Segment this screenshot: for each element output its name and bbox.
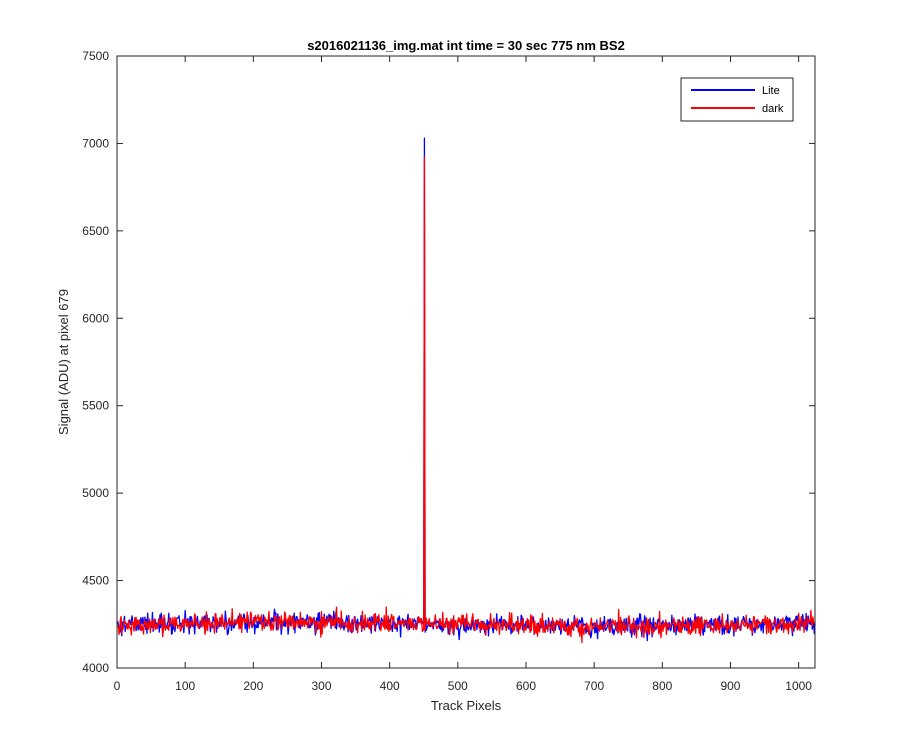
y-tick-label: 6000 — [82, 311, 109, 325]
x-tick-label: 1000 — [785, 679, 812, 693]
y-tick-label: 4000 — [82, 661, 109, 675]
x-tick-label: 900 — [720, 679, 740, 693]
x-tick-label: 500 — [448, 679, 468, 693]
plot-area — [117, 56, 815, 668]
y-tick-label: 6500 — [82, 224, 109, 238]
tick-layer: 0 100 200 300 400 500 600 700 800 900 1000 4000 4500… — [82, 49, 815, 693]
x-tick-label: 700 — [584, 679, 604, 693]
x-tick-label: 600 — [516, 679, 536, 693]
y-axis-label: Signal (ADU) at pixel 679 — [56, 289, 71, 435]
chart-title: s2016021136_img.mat int time = 30 sec 77… — [307, 38, 625, 53]
series-layer — [117, 137, 816, 644]
x-tick-label: 0 — [114, 679, 121, 693]
x-tick-label: 400 — [380, 679, 400, 693]
y-tick-label: 5500 — [82, 399, 109, 413]
y-tick-label: 5000 — [82, 486, 109, 500]
y-tick-label: 4500 — [82, 574, 109, 588]
x-tick-label: 200 — [243, 679, 263, 693]
series-line-dark — [117, 156, 816, 644]
legend-box — [680, 77, 794, 122]
x-axis-label: Track Pixels — [431, 698, 502, 713]
legend-label-lite: Lite — [762, 85, 780, 97]
legend: Lite dark — [680, 77, 794, 122]
plot-box — [116, 55, 816, 669]
legend-label-dark: dark — [762, 103, 784, 115]
x-tick-label: 100 — [175, 679, 195, 693]
x-tick-label: 300 — [311, 679, 331, 693]
y-tick-label: 7500 — [82, 49, 109, 63]
x-tick-label: 800 — [652, 679, 672, 693]
y-tick-label: 7000 — [82, 136, 109, 150]
